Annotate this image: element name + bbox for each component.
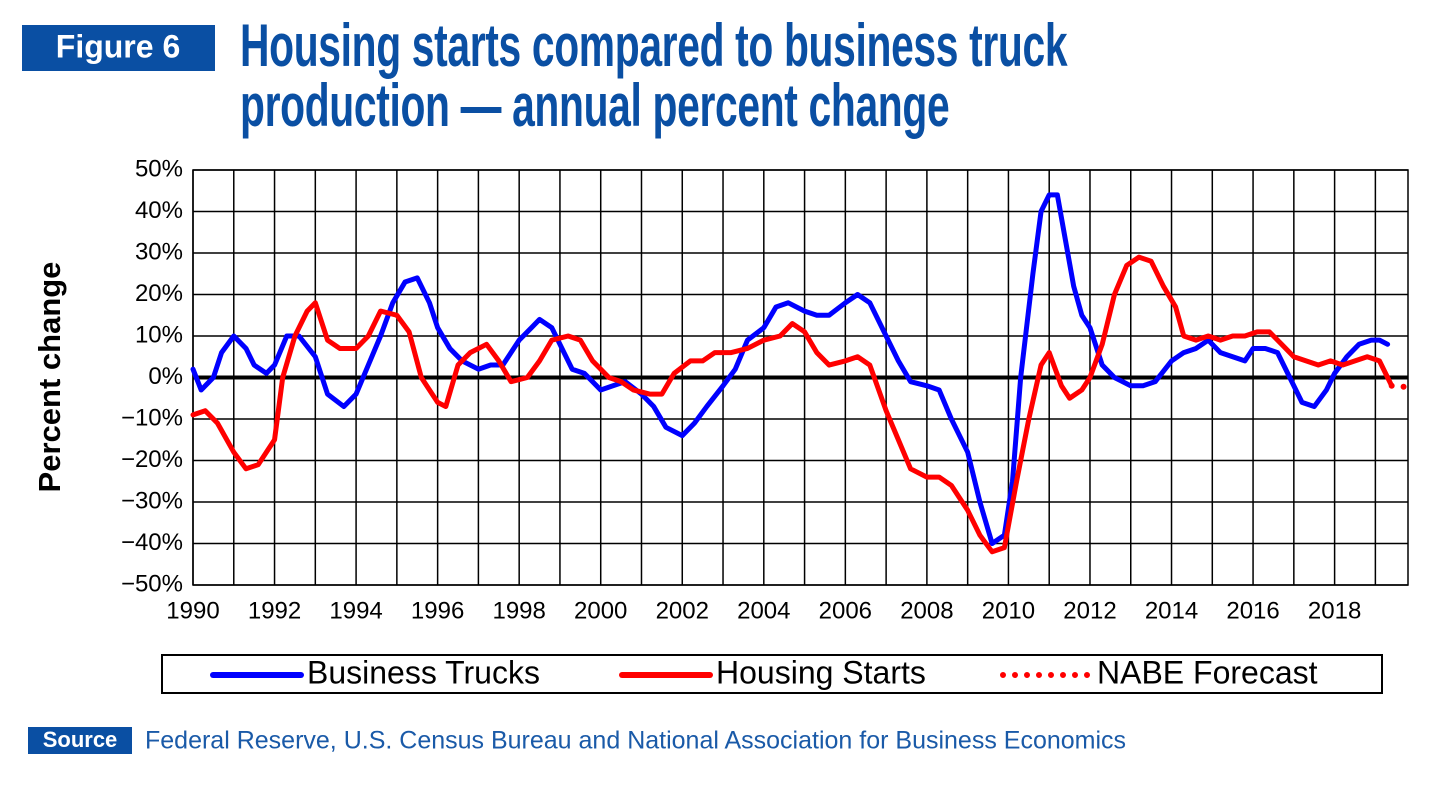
y-tick-label: 10% bbox=[135, 321, 183, 348]
x-tick-label: 2000 bbox=[574, 597, 627, 624]
source-label: Source bbox=[43, 727, 118, 752]
y-axis-label: Percent change bbox=[32, 262, 67, 493]
source-text: Federal Reserve, U.S. Census Bureau and … bbox=[145, 727, 1126, 755]
y-tick-label: −20% bbox=[121, 446, 183, 473]
y-tick-label: −30% bbox=[121, 487, 183, 514]
x-tick-label: 1992 bbox=[248, 597, 301, 624]
legend-label: NABE Forecast bbox=[1097, 654, 1318, 690]
source-badge bbox=[28, 727, 132, 754]
chart-title: Housing starts compared to business truc… bbox=[240, 12, 1068, 139]
x-tick-label: 2018 bbox=[1308, 597, 1361, 624]
x-tick-label: 2014 bbox=[1145, 597, 1198, 624]
x-tick-label: 1998 bbox=[492, 597, 545, 624]
legend-box bbox=[161, 654, 1383, 694]
legend-label: Business Trucks bbox=[307, 654, 540, 690]
x-tick-label: 2006 bbox=[819, 597, 872, 624]
y-tick-label: 20% bbox=[135, 280, 183, 307]
legend-label: Housing Starts bbox=[716, 654, 926, 690]
x-tick-label: 1996 bbox=[411, 597, 464, 624]
series-line bbox=[190, 192, 1391, 546]
y-tick-label: 0% bbox=[148, 363, 183, 390]
y-tick-label: −50% bbox=[121, 570, 183, 597]
x-tick-label: 2016 bbox=[1226, 597, 1279, 624]
figure-badge bbox=[22, 25, 215, 71]
y-tick-label: 40% bbox=[135, 197, 183, 224]
figure-label: Figure 6 bbox=[56, 28, 180, 64]
x-tick-label: 1994 bbox=[329, 597, 382, 624]
x-tick-label: 2010 bbox=[982, 597, 1035, 624]
x-tick-label: 2002 bbox=[656, 597, 709, 624]
x-tick-label: 2008 bbox=[900, 597, 953, 624]
x-tick-label: 1990 bbox=[166, 597, 219, 624]
y-tick-label: −10% bbox=[121, 404, 183, 431]
series-line bbox=[190, 254, 1395, 555]
x-tick-label: 2012 bbox=[1063, 597, 1116, 624]
x-tick-label: 2004 bbox=[737, 597, 790, 624]
y-tick-label: 30% bbox=[135, 238, 183, 265]
series-line bbox=[1388, 382, 1411, 391]
y-tick-label: 50% bbox=[135, 155, 183, 182]
y-tick-label: −40% bbox=[121, 529, 183, 556]
